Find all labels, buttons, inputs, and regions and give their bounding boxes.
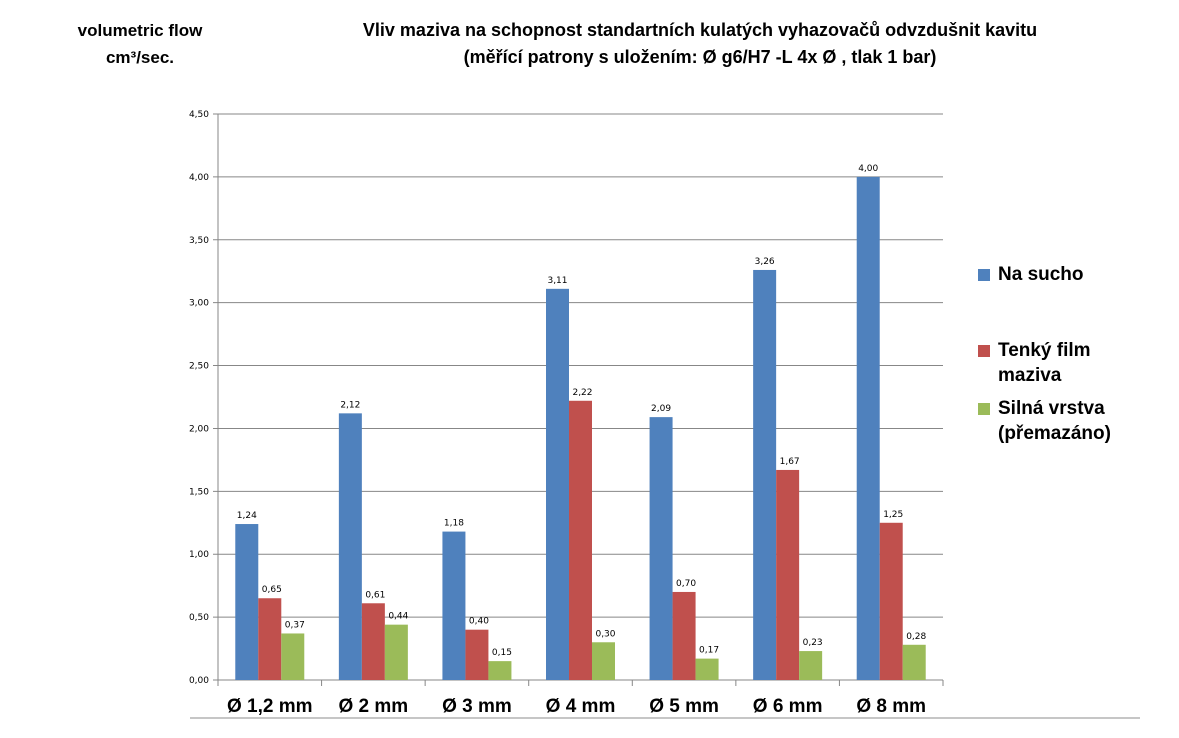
bar	[856, 176, 880, 680]
legend-item-tenky-film: Tenký film maziva	[978, 338, 1111, 388]
y-axis-label: volumetric flow cm³/sec.	[40, 17, 240, 71]
bar	[592, 642, 615, 680]
legend-item-na-sucho: Na sucho	[978, 262, 1111, 287]
data-label: 0,37	[285, 620, 305, 630]
legend-item-silna-vrstva: Silná vrstva (přemazáno)	[978, 396, 1111, 446]
y-axis-label-line1: volumetric flow	[77, 21, 203, 40]
x-label: Ø 2 mm	[338, 696, 409, 717]
y-tick-label: 1,00	[189, 550, 209, 560]
chart-subtitle: (měřící patrony s uložením: Ø g6/H7 -L 4…	[463, 47, 937, 67]
legend-swatch-blue	[978, 269, 990, 281]
y-tick-label: 1,50	[189, 487, 209, 497]
y-tick-label: 4,50	[189, 110, 209, 120]
x-label: Ø 1,2 mm	[227, 696, 313, 717]
data-label: 4,00	[858, 164, 878, 174]
x-label: Ø 6 mm	[752, 696, 823, 717]
data-label: 2,22	[572, 388, 592, 398]
y-tick-label: 2,00	[189, 424, 209, 434]
data-label: 1,25	[883, 510, 903, 520]
data-label: 0,15	[492, 648, 512, 658]
bar	[753, 269, 777, 680]
bar	[361, 603, 385, 680]
bar	[649, 417, 673, 680]
bar	[569, 400, 592, 680]
bar	[672, 591, 696, 680]
bar	[488, 661, 512, 680]
bar	[258, 598, 282, 680]
bar	[235, 524, 259, 680]
data-label: 0,65	[262, 585, 282, 595]
bar	[695, 658, 719, 680]
y-tick-label: 0,00	[189, 676, 209, 686]
bar	[799, 651, 823, 680]
data-label: 0,40	[469, 617, 489, 627]
y-tick-label: 3,00	[189, 299, 209, 309]
x-label: Ø 3 mm	[442, 696, 512, 717]
y-tick-label: 3,50	[189, 236, 209, 246]
x-label: Ø 4 mm	[545, 696, 616, 717]
bar	[442, 531, 466, 680]
legend-swatch-red	[978, 345, 990, 357]
data-label: 1,67	[780, 457, 800, 467]
bar	[546, 288, 569, 680]
legend-swatch-green	[978, 403, 990, 415]
y-tick-label: 0,50	[189, 613, 209, 623]
legend: Na sucho Tenký film maziva Silná vrstva …	[978, 262, 1111, 446]
data-label: 0,23	[803, 638, 823, 648]
bar	[776, 469, 800, 680]
bar	[384, 624, 408, 680]
bar	[879, 522, 903, 680]
data-label: 1,24	[237, 511, 257, 521]
bar	[338, 413, 362, 680]
bar	[465, 629, 489, 680]
chart-title: Vliv maziva na schopnost standartních ku…	[290, 17, 1110, 71]
data-label: 0,61	[365, 590, 385, 600]
data-label: 1,18	[444, 519, 464, 529]
data-label: 2,09	[651, 404, 671, 414]
data-label: 0,70	[676, 579, 696, 589]
data-label: 0,28	[906, 632, 926, 642]
y-tick-label: 4,00	[189, 173, 209, 183]
y-axis-label-unit: cm³/sec.	[105, 48, 175, 67]
x-label: Ø 8 mm	[856, 696, 927, 717]
data-label: 0,44	[388, 612, 408, 622]
data-label: 0,17	[699, 646, 719, 656]
data-label: 2,12	[340, 400, 360, 410]
bottom-rule	[190, 717, 1140, 719]
bar	[281, 633, 305, 680]
chart-title-line1: Vliv maziva na schopnost standartních ku…	[362, 20, 1038, 40]
data-label: 3,26	[755, 257, 775, 267]
data-label: 0,30	[595, 629, 615, 639]
x-label: Ø 5 mm	[649, 696, 719, 717]
data-label: 3,11	[547, 276, 567, 286]
y-tick-label: 2,50	[189, 362, 209, 372]
bar	[902, 644, 926, 680]
